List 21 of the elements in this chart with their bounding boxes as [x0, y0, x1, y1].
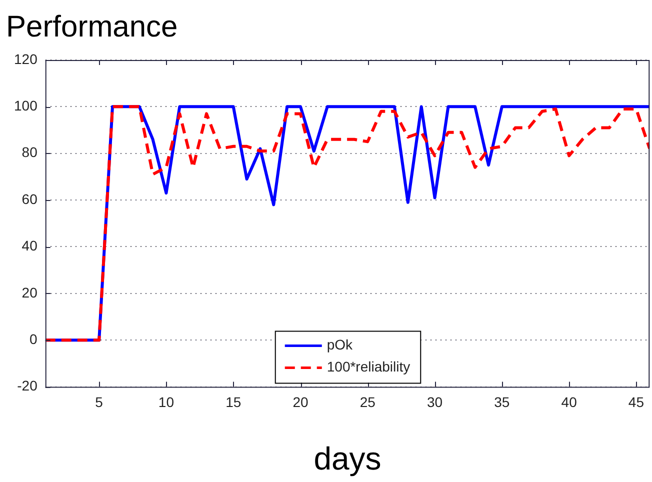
x-tick-label: 15 [226, 394, 242, 410]
y-tick-label: 20 [22, 284, 38, 300]
x-tick-label: 20 [292, 394, 308, 410]
x-tick-label: 40 [561, 394, 578, 410]
x-tick-label: 35 [494, 394, 510, 410]
x-tick-label: 45 [628, 394, 644, 410]
x-tick-label: 25 [360, 394, 376, 410]
y-tick-label: 120 [14, 50, 38, 67]
legend-label: pOk [326, 336, 354, 353]
x-tick-label: 30 [426, 394, 443, 410]
chart-title: Performance [6, 10, 178, 44]
y-tick-label: -20 [17, 378, 38, 394]
x-tick-label: 10 [158, 394, 174, 410]
y-tick-label: 0 [30, 330, 38, 347]
legend-label: 100*reliability [326, 358, 410, 375]
y-tick-label: 100 [14, 98, 38, 114]
x-tick-label: 5 [95, 394, 104, 410]
y-tick-label: 60 [22, 190, 38, 207]
x-axis-title: days [314, 440, 382, 477]
y-tick-label: 80 [22, 144, 38, 160]
y-tick-label: 40 [22, 238, 38, 254]
